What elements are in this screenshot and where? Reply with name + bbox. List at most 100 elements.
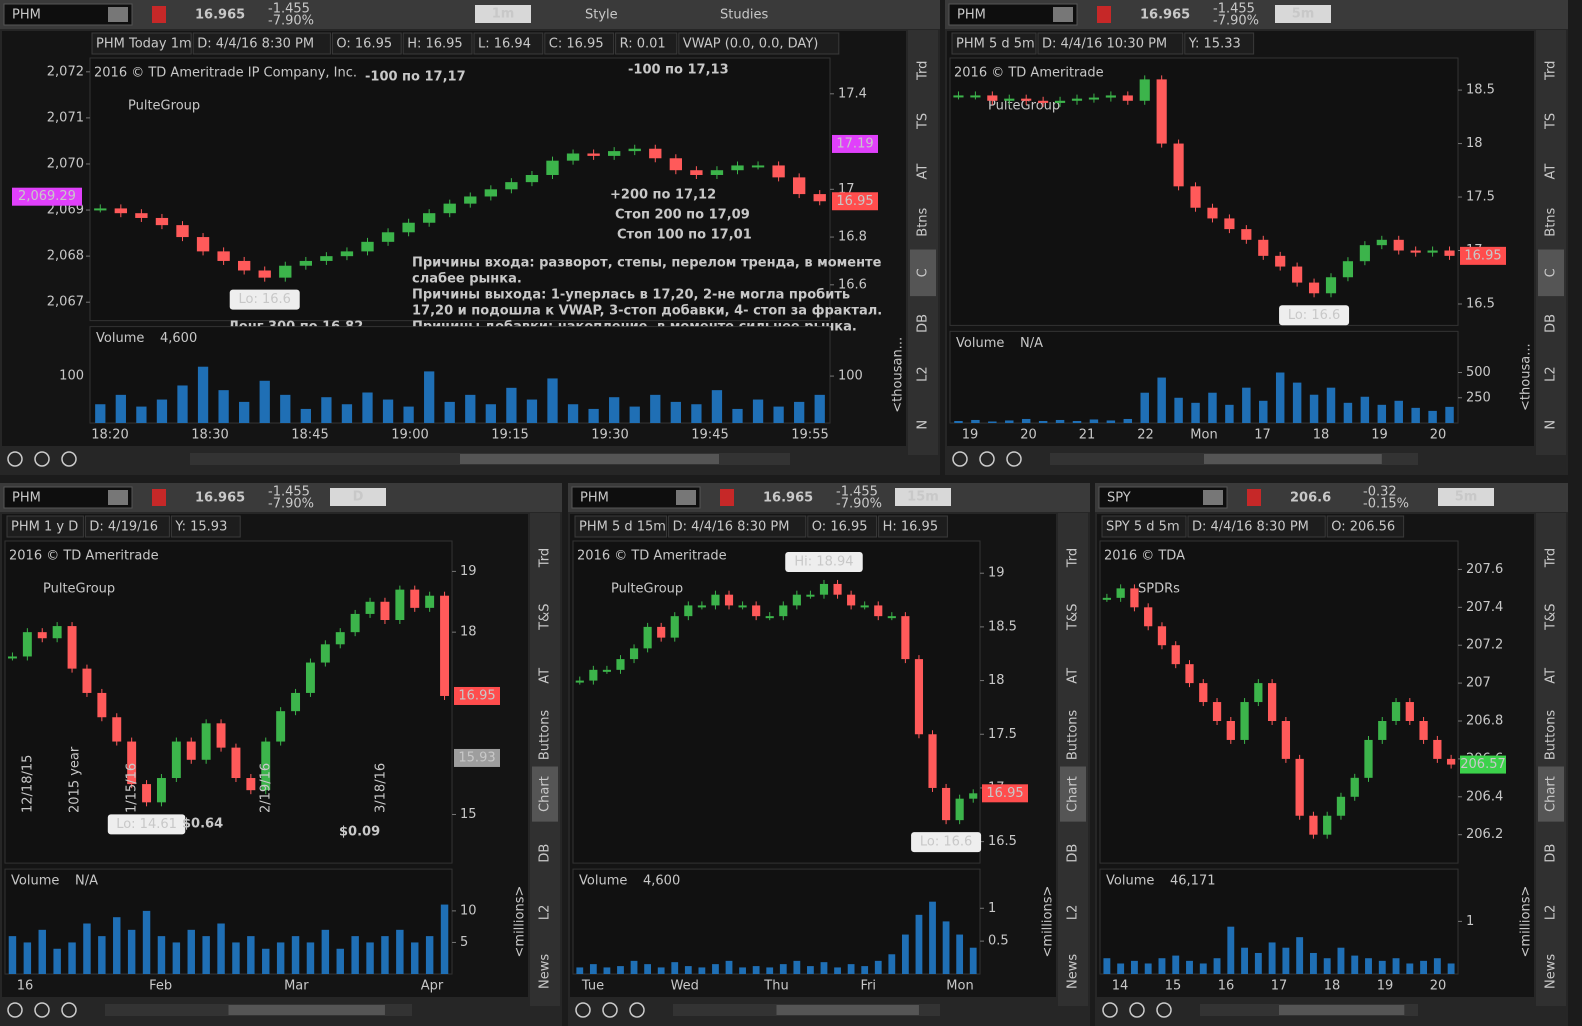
scroll-thumb[interactable] [776, 1005, 919, 1015]
candle [380, 601, 390, 621]
tab[interactable]: AT [1544, 164, 1559, 180]
tab[interactable]: Trd [1544, 548, 1559, 568]
zoom-icon[interactable] [1156, 1002, 1172, 1018]
tab[interactable]: Btns [1544, 207, 1559, 236]
tab[interactable]: Chart [1544, 776, 1559, 812]
candle [752, 605, 761, 617]
zoom-icon[interactable] [61, 1002, 77, 1018]
tab[interactable]: Buttons [1066, 710, 1081, 761]
zoom-icon[interactable] [629, 1002, 645, 1018]
tab[interactable]: DB [1066, 844, 1081, 863]
tab[interactable]: AT [916, 164, 931, 180]
zoom-icon[interactable] [575, 1002, 591, 1018]
tab[interactable]: AT [1544, 668, 1559, 684]
volume-bar [1268, 942, 1276, 974]
symbol-box[interactable] [571, 486, 701, 509]
tab[interactable]: DB [1544, 314, 1559, 333]
candle [928, 734, 937, 788]
tab[interactable]: Trd [538, 548, 553, 568]
annotation: слабее рынка. [412, 272, 522, 287]
tab[interactable]: Trd [1066, 548, 1081, 568]
volume-bar [969, 947, 977, 974]
tab[interactable]: AT [1066, 668, 1081, 684]
tab[interactable]: T&S [538, 604, 553, 631]
aggregation-button[interactable] [1275, 5, 1331, 23]
scroll-thumb[interactable] [1279, 1005, 1405, 1015]
volume-bar [83, 923, 91, 974]
annotation: Причины входа: разворот, степы, перелом … [412, 256, 882, 271]
dropdown[interactable] [1053, 7, 1073, 22]
tab[interactable]: DB [916, 314, 931, 333]
tab[interactable]: News [1544, 954, 1559, 989]
tab[interactable]: L2 [916, 366, 931, 382]
tab[interactable]: L2 [1544, 366, 1559, 382]
tab[interactable]: C [1544, 268, 1559, 277]
tab[interactable]: Trd [916, 61, 931, 81]
tab-active[interactable] [532, 766, 558, 822]
zoom-icon[interactable] [7, 1002, 23, 1018]
info-cell [170, 515, 241, 538]
scroll-thumb[interactable] [1204, 454, 1382, 464]
tab[interactable]: AT [538, 668, 553, 684]
tab[interactable]: Chart [1066, 776, 1081, 812]
scroll-thumb[interactable] [228, 1005, 385, 1015]
tab[interactable]: Btns [916, 207, 931, 236]
zoom-icon[interactable] [979, 451, 995, 467]
scroll-thumb[interactable] [460, 454, 719, 464]
tab[interactable]: News [538, 954, 553, 989]
tab[interactable]: Trd [1544, 61, 1559, 81]
candle [546, 160, 559, 175]
volume-bar [670, 401, 681, 423]
symbol-box[interactable] [3, 3, 133, 26]
zoom-icon[interactable] [34, 1002, 50, 1018]
symbol-box[interactable] [3, 486, 133, 509]
tab[interactable]: N [916, 420, 931, 430]
tab[interactable]: L2 [1544, 905, 1559, 921]
zoom-icon[interactable] [952, 451, 968, 467]
zoom-icon[interactable] [34, 451, 50, 467]
candle [942, 787, 951, 821]
zoom-icon[interactable] [1006, 451, 1022, 467]
aggregation-button[interactable] [330, 488, 386, 506]
tab[interactable]: News [1066, 954, 1081, 989]
tab[interactable]: DB [1544, 844, 1559, 863]
symbol-box[interactable] [1098, 486, 1228, 509]
zoom-icon[interactable] [7, 451, 23, 467]
zoom-icon[interactable] [61, 451, 77, 467]
symbol-box[interactable] [948, 3, 1078, 26]
aggregation-button[interactable] [475, 5, 531, 23]
tab-active[interactable] [910, 249, 936, 297]
zoom-icon[interactable] [602, 1002, 618, 1018]
tab[interactable]: N [1544, 420, 1559, 430]
dropdown[interactable] [108, 490, 128, 505]
tab[interactable]: T&S [1066, 604, 1081, 631]
candle [608, 151, 621, 156]
candle [127, 741, 137, 785]
toolbar-item[interactable]: Style [585, 8, 618, 23]
tab-active[interactable] [1538, 766, 1564, 822]
price-badge [982, 784, 1028, 803]
aggregation-button[interactable] [1438, 488, 1494, 506]
tab[interactable]: Buttons [538, 710, 553, 761]
tab[interactable]: TS [916, 113, 931, 130]
tab-active[interactable] [1538, 249, 1564, 297]
zoom-icon[interactable] [1102, 1002, 1118, 1018]
volume-bar [1117, 963, 1125, 974]
tab[interactable]: TS [1544, 113, 1559, 130]
tab[interactable]: Chart [538, 776, 553, 812]
tab[interactable]: L2 [1066, 905, 1081, 921]
dropdown[interactable] [108, 7, 128, 22]
tab[interactable]: L2 [538, 905, 553, 921]
info-cell [1187, 515, 1326, 538]
watermark: SPDRs [1138, 582, 1180, 597]
zoom-icon[interactable] [1129, 1002, 1145, 1018]
tab[interactable]: T&S [1544, 604, 1559, 631]
toolbar-item[interactable]: Studies [720, 8, 768, 23]
tab[interactable]: C [916, 268, 931, 277]
aggregation-button[interactable] [895, 488, 951, 506]
dropdown[interactable] [1203, 490, 1223, 505]
tab[interactable]: DB [538, 844, 553, 863]
tab[interactable]: Buttons [1544, 710, 1559, 761]
tab-active[interactable] [1060, 766, 1086, 822]
dropdown[interactable] [676, 490, 696, 505]
